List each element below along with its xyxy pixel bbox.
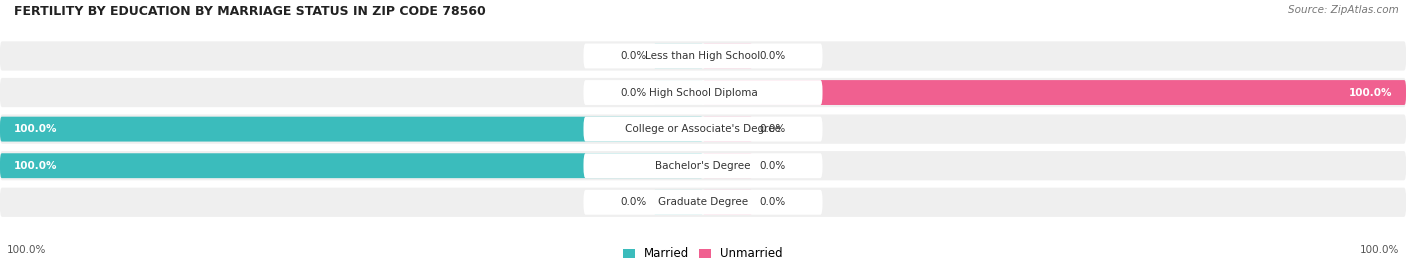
FancyBboxPatch shape [0,188,1406,217]
Text: Bachelor's Degree: Bachelor's Degree [655,161,751,171]
FancyBboxPatch shape [0,115,1406,144]
FancyBboxPatch shape [583,80,823,105]
Text: 100.0%: 100.0% [14,161,58,171]
Text: 100.0%: 100.0% [1360,245,1399,255]
FancyBboxPatch shape [703,117,752,141]
Text: FERTILITY BY EDUCATION BY MARRIAGE STATUS IN ZIP CODE 78560: FERTILITY BY EDUCATION BY MARRIAGE STATU… [14,5,486,18]
FancyBboxPatch shape [703,80,1406,105]
FancyBboxPatch shape [0,41,1406,70]
Text: College or Associate's Degree: College or Associate's Degree [626,124,780,134]
FancyBboxPatch shape [583,44,823,68]
FancyBboxPatch shape [654,44,703,68]
Text: Source: ZipAtlas.com: Source: ZipAtlas.com [1288,5,1399,15]
Text: Graduate Degree: Graduate Degree [658,197,748,207]
Text: 0.0%: 0.0% [759,197,786,207]
FancyBboxPatch shape [703,44,752,68]
FancyBboxPatch shape [703,190,752,215]
FancyBboxPatch shape [583,153,823,178]
FancyBboxPatch shape [654,80,703,105]
Text: Less than High School: Less than High School [645,51,761,61]
Text: 0.0%: 0.0% [620,197,647,207]
Text: 0.0%: 0.0% [759,161,786,171]
Text: 100.0%: 100.0% [7,245,46,255]
Text: High School Diploma: High School Diploma [648,87,758,98]
FancyBboxPatch shape [703,153,752,178]
Text: 0.0%: 0.0% [620,51,647,61]
Text: 0.0%: 0.0% [759,51,786,61]
Text: 0.0%: 0.0% [759,124,786,134]
FancyBboxPatch shape [583,117,823,141]
FancyBboxPatch shape [0,151,1406,180]
FancyBboxPatch shape [654,190,703,215]
FancyBboxPatch shape [0,78,1406,107]
FancyBboxPatch shape [583,190,823,215]
Text: 0.0%: 0.0% [620,87,647,98]
Text: 100.0%: 100.0% [14,124,58,134]
Text: 100.0%: 100.0% [1348,87,1392,98]
FancyBboxPatch shape [0,117,703,141]
Legend: Married, Unmarried: Married, Unmarried [623,247,783,260]
FancyBboxPatch shape [0,153,703,178]
